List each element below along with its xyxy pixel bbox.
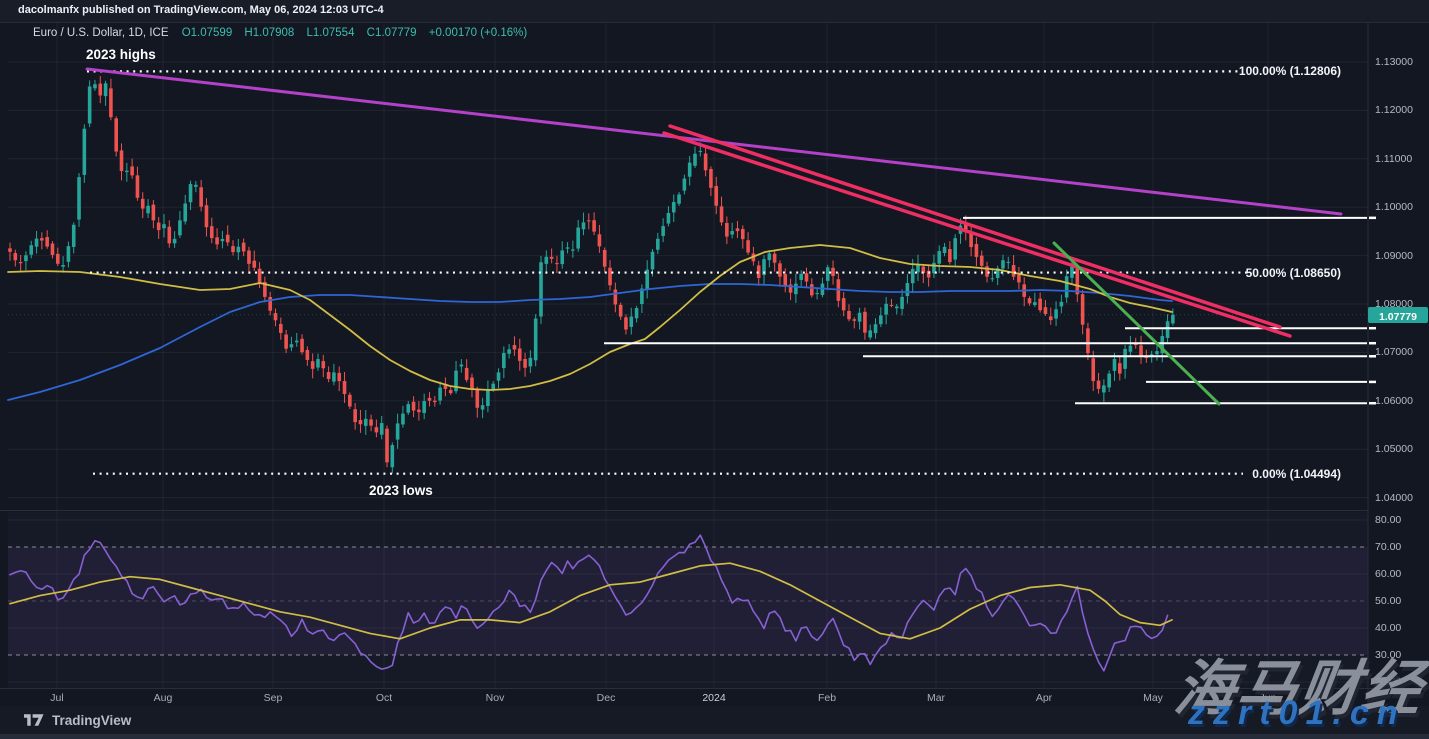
- legend-open: O1.07599: [181, 27, 233, 39]
- time-tick-label: Jun: [1259, 692, 1277, 704]
- tradingview-logo[interactable]: TradingView: [24, 712, 131, 728]
- last-price-value: 1.07779: [1379, 310, 1417, 323]
- rsi-tick-label: 20.00: [1375, 676, 1402, 688]
- time-tick-label: Feb: [817, 692, 837, 704]
- time-tick-label: Oct: [375, 692, 393, 704]
- legend-low: L1.07554: [306, 27, 355, 39]
- time-tick-label: Dec: [596, 692, 616, 704]
- time-tick-label: Apr: [1035, 692, 1053, 704]
- legend-close: C1.07779: [366, 27, 417, 39]
- price-tick-label: 1.11000: [1375, 152, 1413, 165]
- rsi-tick-label: 60.00: [1375, 568, 1402, 580]
- symbol-legend[interactable]: Euro / U.S. Dollar, 1D, ICE O1.07599 H1.…: [33, 27, 536, 39]
- price-tick-label: 1.10000: [1375, 201, 1413, 214]
- fib-level-label: 50.00% (1.08650): [1245, 265, 1341, 280]
- rsi-tick-label: 80.00: [1375, 514, 1402, 526]
- time-tick-label: Mar: [926, 692, 946, 704]
- rsi-tick-label: 30.00: [1375, 649, 1402, 661]
- attribution-text: dacolmanfx published on TradingView.com,…: [18, 4, 384, 16]
- rsi-tick-label: 70.00: [1375, 541, 1402, 553]
- price-tick-label: 1.07000: [1375, 346, 1413, 359]
- price-tick-label: 1.06000: [1375, 394, 1413, 407]
- fib-level-label: 0.00% (1.04494): [1252, 466, 1341, 481]
- price-tick-label: 1.04000: [1375, 491, 1413, 504]
- tradingview-logo-icon: [24, 714, 44, 726]
- attribution-bar: dacolmanfx published on TradingView.com,…: [0, 0, 1429, 23]
- annotation-2023-lows: 2023 lows: [369, 483, 433, 498]
- time-tick-label: Jul: [50, 692, 64, 704]
- tradingview-brand: TradingView: [52, 712, 132, 728]
- price-tick-label: 1.13000: [1375, 56, 1413, 68]
- bottom-strip: [0, 734, 1429, 739]
- price-tick-label: 1.09000: [1375, 249, 1413, 262]
- symbol-title[interactable]: Euro / U.S. Dollar, 1D, ICE: [33, 27, 169, 39]
- time-tick-label: Sep: [263, 692, 283, 704]
- time-tick-label: 2024: [702, 692, 726, 704]
- footer-bar: TradingView: [0, 706, 1429, 734]
- price-tick-label: 1.05000: [1375, 443, 1413, 456]
- time-tick-label: May: [1143, 692, 1163, 704]
- price-tick-label: 1.12000: [1375, 104, 1413, 117]
- rsi-tick-label: 50.00: [1375, 595, 1402, 607]
- time-tick-label: Aug: [153, 692, 173, 704]
- annotation-2023-highs: 2023 highs: [86, 47, 156, 62]
- legend-change: +0.00170 (+0.16%): [428, 27, 528, 39]
- time-tick-label: Nov: [485, 692, 505, 704]
- last-price-label: 1.07779: [1368, 306, 1428, 323]
- legend-high: H1.07908: [244, 27, 295, 39]
- fib-level-label: 100.00% (1.12806): [1238, 64, 1341, 79]
- watermark-site: zzrt01.cn: [1188, 694, 1406, 732]
- rsi-tick-label: 40.00: [1375, 622, 1402, 634]
